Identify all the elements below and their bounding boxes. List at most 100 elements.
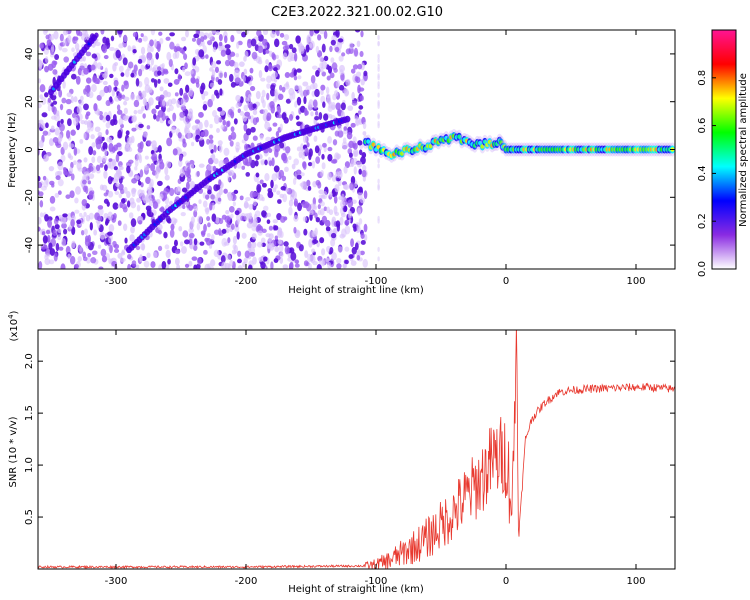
heatmap-cell <box>211 61 217 69</box>
heatmap-cell <box>280 186 287 191</box>
snr-x-tick-label: -100 <box>365 576 388 587</box>
heatmap-cell <box>144 155 149 160</box>
heatmap-cell <box>49 137 54 146</box>
heatmap-cell <box>356 254 361 261</box>
heatmap-cell <box>207 263 212 269</box>
heatmap-cell <box>344 259 349 265</box>
heatmap-cell <box>279 215 286 223</box>
heatmap-cell <box>338 55 344 62</box>
heatmap-cell <box>111 89 115 97</box>
heatmap-cell <box>280 152 287 161</box>
heatmap-cell <box>232 235 237 245</box>
heatmap-cell <box>272 187 277 193</box>
heatmap-cell <box>237 250 242 257</box>
heatmap-cell <box>76 105 82 115</box>
heatmap-cell <box>211 94 215 102</box>
heatmap-cell <box>157 180 163 187</box>
heatmap-cell <box>213 249 220 258</box>
heatmap-cell <box>207 189 212 195</box>
heatmap-cell <box>184 263 190 268</box>
heatmap-cell <box>164 174 170 181</box>
heatmap-cell <box>63 169 68 176</box>
heatmap-cell <box>321 153 325 160</box>
heatmap-cell <box>129 93 136 101</box>
heatmap-cell <box>285 98 292 104</box>
heatmap-cell <box>146 58 151 67</box>
heatmap-cell <box>326 206 331 214</box>
heatmap-cell <box>244 250 250 259</box>
heatmap-cell <box>319 237 325 244</box>
heatmap-cell <box>377 103 380 109</box>
heatmap-cell <box>307 262 312 269</box>
heatmap-cell <box>211 153 216 161</box>
heatmap-cell <box>274 235 278 241</box>
heatmap-cell <box>66 108 73 116</box>
heatmap-cell <box>350 260 357 266</box>
snr-x-label: Height of straight line (km) <box>288 584 424 595</box>
heatmap-cell <box>340 200 346 209</box>
heatmap-cell <box>142 35 148 42</box>
heatmap-cell <box>230 223 235 231</box>
heatmap-cell <box>161 260 167 269</box>
heatmap-cell <box>117 30 123 35</box>
heatmap-cell <box>137 142 142 149</box>
heatmap-cell <box>142 113 146 119</box>
heatmap-cell <box>254 160 259 167</box>
heatmap-cell <box>159 37 164 45</box>
heatmap-cell <box>337 246 343 253</box>
heatmap-cell <box>316 263 322 269</box>
heatmap-cell <box>78 212 83 217</box>
heatmap-cell <box>65 98 72 105</box>
heatmap-cell <box>249 67 254 74</box>
heatmap-cell <box>126 165 131 174</box>
heatmap-cell <box>352 223 357 229</box>
heatmap-cell <box>288 199 294 207</box>
heatmap-cell <box>252 200 257 207</box>
heatmap-cell <box>102 141 108 151</box>
heatmap-cell <box>124 115 130 120</box>
heatmap-cell <box>246 222 253 229</box>
heatmap-cell <box>296 230 300 236</box>
heatmap-cell <box>400 151 404 156</box>
heatmap-cell <box>187 130 191 140</box>
heatmap-cell <box>361 169 367 178</box>
heatmap-cell <box>122 57 128 66</box>
heatmap-cell <box>118 172 122 179</box>
heatmap-cell <box>262 30 269 36</box>
heatmap-cell <box>55 242 60 252</box>
heatmap-cell <box>228 169 235 177</box>
heatmap-cell <box>223 71 228 79</box>
heatmap-cell <box>168 58 173 68</box>
heatmap-cell <box>206 138 211 145</box>
heatmap-cell <box>302 81 309 87</box>
heatmap-cell <box>139 254 143 263</box>
heatmap-cell <box>95 138 99 145</box>
heatmap-cell <box>249 251 256 257</box>
heatmap-cell <box>308 99 314 108</box>
heatmap-cell <box>217 79 223 85</box>
heatmap-cell <box>343 126 348 131</box>
heatmap-cell <box>152 251 158 259</box>
heatmap-cell <box>188 260 193 267</box>
heatmap-cell <box>209 194 216 200</box>
snr-x-axis: -300 -200 -100 0 100 <box>105 330 646 587</box>
heatmap-cell <box>212 165 217 172</box>
heatmap-cell <box>55 175 61 181</box>
heatmap-cell <box>227 263 232 269</box>
heatmap-cell <box>103 170 108 179</box>
snr-y-tick-label: 2.0 <box>24 353 35 369</box>
heatmap-cell <box>57 228 62 234</box>
heatmap-cell <box>362 258 368 268</box>
heatmap-cell <box>80 229 85 236</box>
heatmap-cell <box>262 48 267 55</box>
heatmap-cell <box>273 165 280 173</box>
heatmap-cell <box>356 40 361 48</box>
heatmap-cell <box>377 185 380 191</box>
heatmap-cell <box>264 65 269 73</box>
heatmap-cell <box>265 75 272 84</box>
heatmap-cell <box>136 197 141 203</box>
heatmap-cell <box>288 52 294 57</box>
heatmap-cell <box>38 181 43 189</box>
heatmap-cell <box>252 191 258 197</box>
